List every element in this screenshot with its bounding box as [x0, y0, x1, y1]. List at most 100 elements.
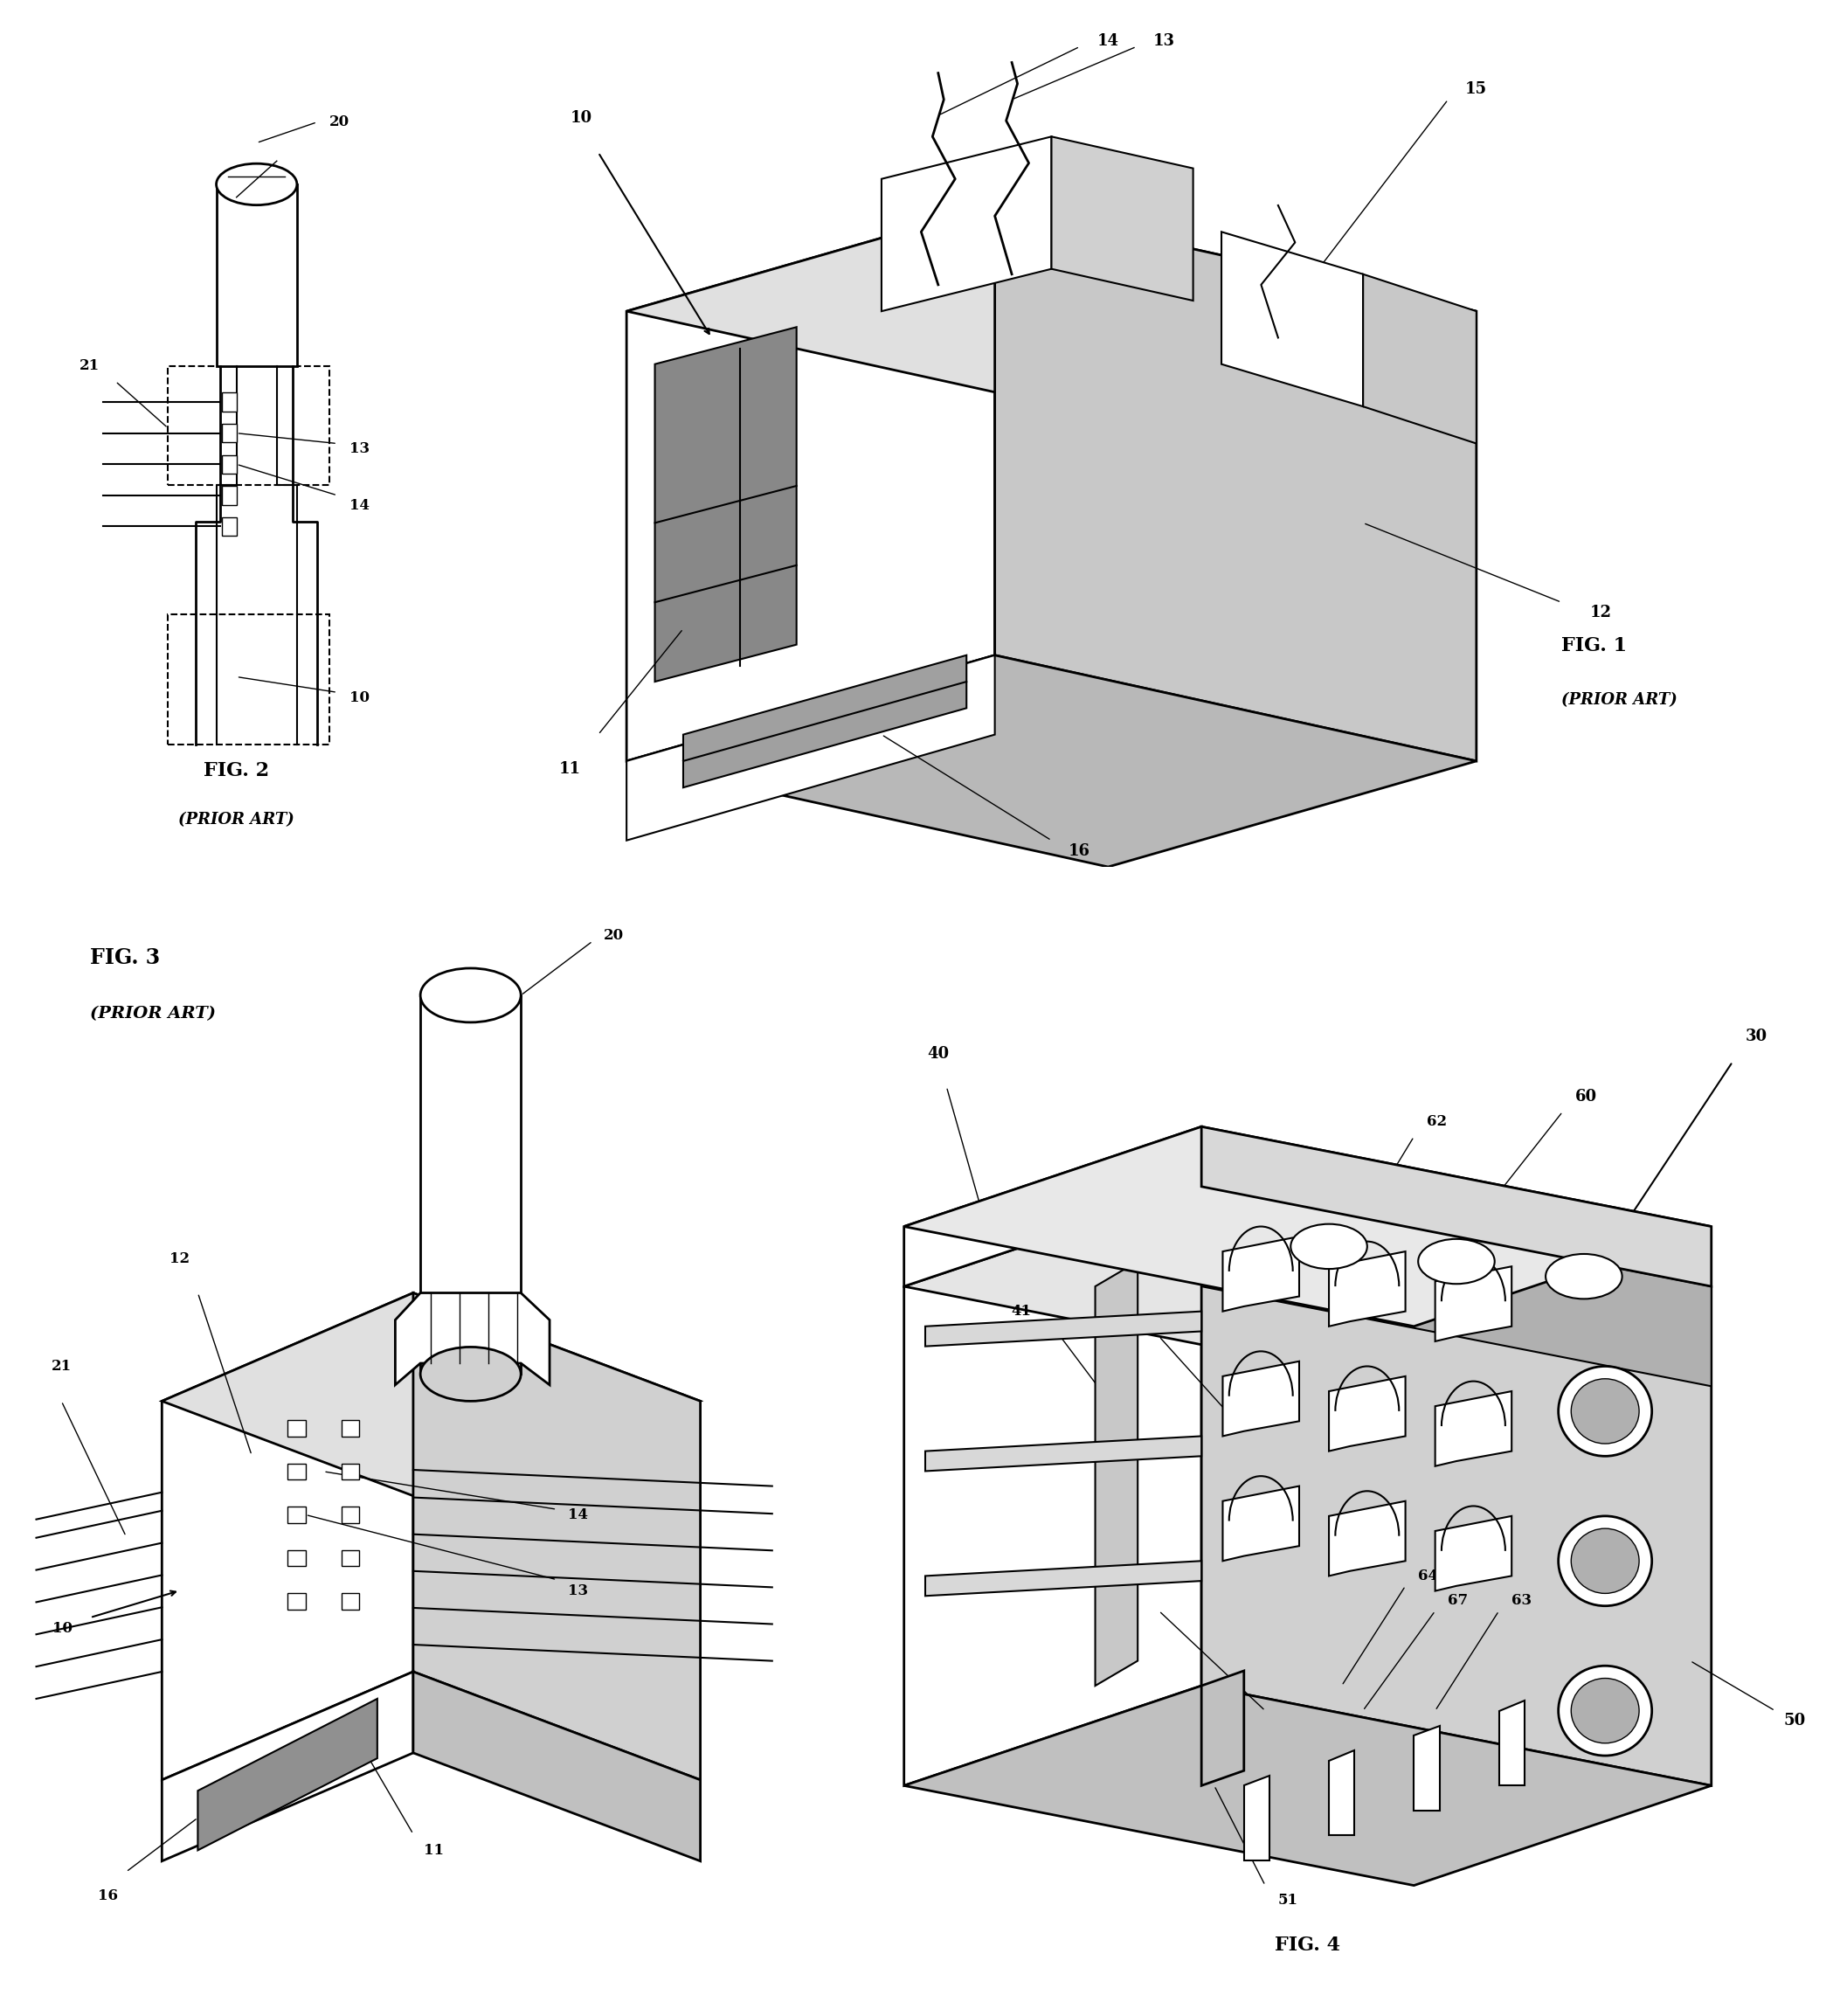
Text: 21: 21: [51, 1359, 71, 1375]
Polygon shape: [1201, 1187, 1712, 1786]
Ellipse shape: [1419, 1240, 1494, 1284]
Text: 20: 20: [603, 927, 623, 943]
Text: 13: 13: [568, 1583, 588, 1599]
Text: 21: 21: [79, 359, 99, 373]
Polygon shape: [926, 1310, 1201, 1347]
Text: 62: 62: [1426, 1115, 1446, 1129]
Polygon shape: [396, 1292, 550, 1385]
Polygon shape: [882, 137, 1052, 310]
Polygon shape: [1245, 1776, 1270, 1861]
Polygon shape: [1329, 1502, 1406, 1577]
Text: FIG. 4: FIG. 4: [1276, 1935, 1340, 1956]
Text: (PRIOR ART): (PRIOR ART): [90, 1006, 216, 1022]
Text: 11: 11: [559, 762, 581, 776]
Polygon shape: [1223, 1236, 1300, 1310]
Bar: [288, 1506, 306, 1522]
Text: 10: 10: [570, 111, 592, 125]
Ellipse shape: [1558, 1665, 1652, 1756]
Polygon shape: [412, 1292, 700, 1780]
Text: (PRIOR ART): (PRIOR ART): [1562, 691, 1677, 708]
Polygon shape: [161, 1292, 412, 1780]
Bar: [288, 1593, 306, 1609]
Text: 63: 63: [1512, 1593, 1532, 1609]
Polygon shape: [1435, 1516, 1512, 1591]
Text: 12: 12: [1589, 605, 1611, 621]
Polygon shape: [926, 1560, 1201, 1597]
Polygon shape: [1094, 1262, 1138, 1685]
Text: 66: 66: [1118, 1314, 1138, 1329]
Text: 10: 10: [350, 689, 370, 706]
Text: 64: 64: [1419, 1568, 1439, 1583]
Bar: [341, 1419, 359, 1435]
Ellipse shape: [1571, 1528, 1639, 1593]
Bar: [216, 183, 297, 365]
Ellipse shape: [1558, 1516, 1652, 1607]
Text: 15: 15: [1465, 81, 1487, 97]
Text: FIG. 2: FIG. 2: [203, 762, 269, 780]
Text: 16: 16: [97, 1889, 117, 1903]
Ellipse shape: [1571, 1677, 1639, 1744]
Polygon shape: [654, 327, 797, 681]
Polygon shape: [1201, 1127, 1712, 1286]
Polygon shape: [627, 206, 1476, 417]
Text: 16: 16: [1069, 843, 1091, 859]
Polygon shape: [1052, 137, 1193, 300]
Text: 67: 67: [1448, 1593, 1468, 1609]
Bar: [341, 1464, 359, 1480]
Text: 40: 40: [927, 1046, 949, 1062]
Polygon shape: [198, 1699, 378, 1851]
Text: 60: 60: [1575, 1089, 1597, 1105]
Text: 13: 13: [1153, 34, 1175, 48]
Polygon shape: [1329, 1252, 1406, 1327]
Polygon shape: [1201, 1671, 1245, 1786]
Text: FIG. 1: FIG. 1: [1562, 635, 1628, 655]
Text: 14: 14: [350, 498, 370, 514]
Ellipse shape: [216, 163, 297, 206]
Text: 10: 10: [51, 1621, 71, 1635]
Bar: [222, 393, 236, 411]
Text: 14: 14: [568, 1508, 588, 1522]
Bar: [288, 1464, 306, 1480]
Text: 61: 61: [1118, 1189, 1138, 1204]
Text: (PRIOR ART): (PRIOR ART): [178, 812, 295, 827]
Polygon shape: [161, 1671, 412, 1861]
Polygon shape: [1435, 1266, 1512, 1341]
Text: 15: 15: [495, 1161, 515, 1175]
Polygon shape: [1329, 1750, 1355, 1835]
Polygon shape: [1329, 1377, 1406, 1452]
Bar: [341, 1593, 359, 1609]
Text: 13: 13: [350, 442, 370, 456]
Polygon shape: [904, 1187, 1201, 1786]
Bar: [288, 1550, 306, 1566]
Bar: [169, 365, 330, 486]
Polygon shape: [412, 1671, 700, 1861]
Polygon shape: [926, 1435, 1201, 1472]
Polygon shape: [161, 1292, 700, 1510]
Polygon shape: [1223, 1486, 1300, 1560]
Bar: [222, 518, 236, 536]
Text: 50: 50: [1784, 1714, 1806, 1728]
Ellipse shape: [1545, 1254, 1622, 1298]
Polygon shape: [1223, 1361, 1300, 1435]
Polygon shape: [1413, 1726, 1439, 1810]
Bar: [420, 996, 521, 1375]
Polygon shape: [1499, 1702, 1525, 1786]
Bar: [169, 615, 330, 744]
Polygon shape: [904, 1685, 1712, 1885]
Polygon shape: [627, 655, 995, 841]
Polygon shape: [904, 1127, 1712, 1327]
Polygon shape: [995, 206, 1476, 762]
Ellipse shape: [1558, 1367, 1652, 1456]
Polygon shape: [1435, 1391, 1512, 1466]
Ellipse shape: [1290, 1224, 1367, 1268]
Text: 65: 65: [1118, 1589, 1138, 1603]
Text: FIG. 3: FIG. 3: [90, 948, 159, 968]
Bar: [222, 486, 236, 504]
Polygon shape: [904, 1127, 1201, 1286]
Text: 12: 12: [170, 1252, 191, 1266]
Polygon shape: [904, 1187, 1712, 1387]
Text: 41: 41: [1012, 1304, 1032, 1318]
Text: 14: 14: [1096, 34, 1118, 48]
Ellipse shape: [420, 968, 521, 1022]
Text: 51: 51: [1278, 1893, 1298, 1907]
